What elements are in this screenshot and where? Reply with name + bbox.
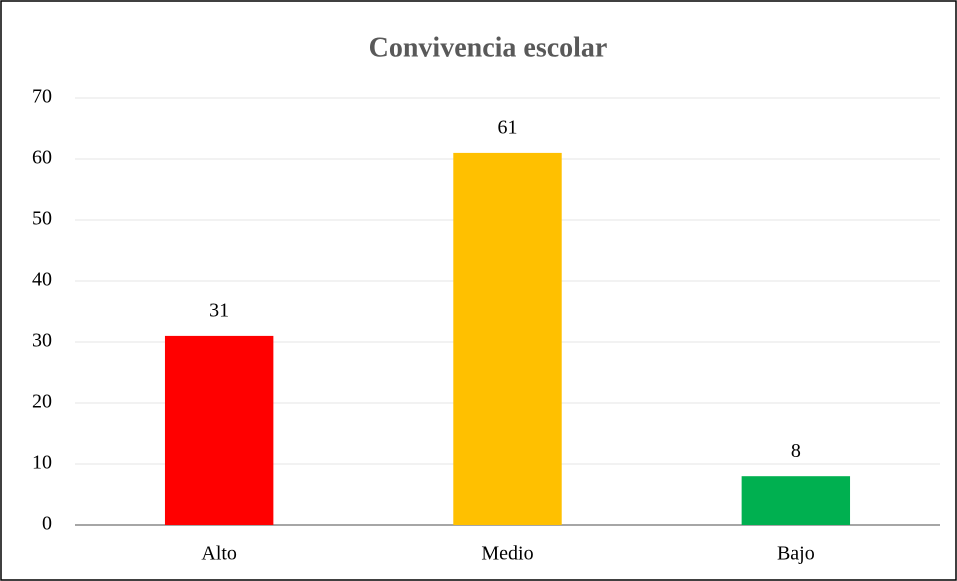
bar [453,152,562,525]
bar [164,335,274,525]
y-tick-label: 70 [32,86,52,108]
chart-title: Convivencia escolar [369,32,608,63]
y-tick-label: 40 [32,269,52,291]
data-label: 61 [498,116,518,138]
x-tick-label: Medio [481,543,533,565]
y-tick-label: 50 [32,208,52,230]
data-label: 31 [209,299,229,321]
x-tick-label: Bajo [777,543,815,565]
y-tick-label: 10 [32,452,52,474]
x-tick-label: Alto [201,543,237,565]
y-tick-label: 0 [42,513,52,535]
y-tick-label: 20 [32,391,52,413]
data-label: 8 [791,440,801,462]
y-tick-label: 30 [32,330,52,352]
bar [741,476,851,525]
y-tick-label: 60 [32,147,52,169]
